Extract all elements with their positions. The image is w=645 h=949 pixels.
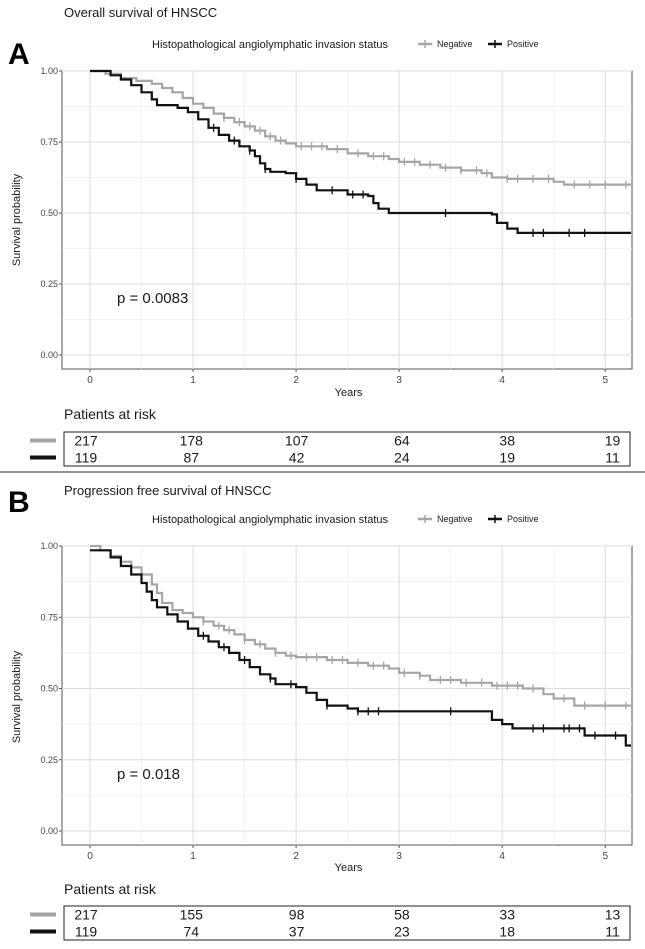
y-tick-label: 0.50	[40, 684, 58, 694]
x-tick-label: 3	[396, 851, 402, 862]
legend: Histopathological angiolymphatic invasio…	[152, 39, 539, 51]
risk-table-title: Patients at risk	[64, 881, 157, 897]
x-tick-label: 4	[499, 375, 505, 386]
risk-table: Patients at risk 217 155 98 58 33 13 119 74 37 23 1…	[30, 881, 631, 941]
legend-label-positive: Positive	[507, 39, 539, 49]
x-tick-label: 0	[87, 375, 93, 386]
x-tick-label: 1	[190, 851, 196, 862]
risk-value: 42	[289, 450, 305, 466]
legend-title: Histopathological angiolymphatic invasio…	[152, 39, 389, 51]
risk-value: 119	[75, 924, 98, 940]
risk-value: 58	[394, 907, 410, 923]
panel-b: Progression free survival of HNSCC B Histo…	[8, 483, 633, 941]
x-tick-label: 3	[396, 375, 402, 386]
series-positive	[90, 549, 631, 747]
risk-value: 11	[605, 450, 620, 466]
risk-value: 19	[605, 433, 621, 449]
risk-value: 24	[394, 450, 410, 466]
legend: Histopathological angiolymphatic invasio…	[152, 514, 539, 526]
y-tick-label: 0.25	[40, 279, 58, 289]
gridlines	[62, 545, 632, 845]
y-tick-label: 0.75	[40, 612, 58, 622]
survival-curve-positive	[90, 69, 631, 234]
chart-title: Progression free survival of HNSCC	[64, 483, 271, 498]
y-tick-label: 0.00	[40, 826, 58, 836]
x-tick-label: 1	[190, 375, 196, 386]
risk-value: 217	[74, 907, 98, 923]
p-value: p = 0.018	[117, 766, 180, 783]
y-tick-label: 0.50	[40, 208, 58, 218]
risk-value: 155	[180, 907, 204, 923]
risk-table-box	[63, 905, 631, 941]
risk-table-title: Patients at risk	[64, 406, 157, 422]
x-tick-label: 5	[602, 375, 608, 386]
chart-title: Overall survival of HNSCC	[64, 5, 217, 20]
y-tick-label: 1.00	[40, 66, 58, 76]
risk-value: 18	[499, 924, 515, 940]
p-value: p = 0.0083	[117, 290, 188, 307]
y-tick-label: 1.00	[40, 541, 58, 551]
series-negative	[90, 544, 631, 710]
x-tick-label: 2	[293, 375, 299, 386]
x-tick-label: 0	[87, 851, 93, 862]
legend-label-positive: Positive	[507, 514, 539, 524]
y-axis-label: Survival probability	[11, 173, 23, 266]
risk-value: 178	[180, 433, 204, 449]
legend-label-negative: Negative	[437, 514, 473, 524]
x-tick-label: 2	[293, 851, 299, 862]
legend-title: Histopathological angiolymphatic invasio…	[152, 514, 389, 526]
panel-letter: B	[8, 486, 30, 519]
risk-value: 87	[184, 450, 200, 466]
y-tick-label: 0.75	[40, 137, 58, 147]
x-axis-label: Years	[335, 862, 363, 874]
risk-value: 13	[605, 907, 621, 923]
plot-area	[61, 70, 633, 370]
x-axis-label: Years	[335, 387, 363, 399]
risk-value: 23	[394, 924, 410, 940]
risk-value: 217	[74, 433, 98, 449]
panel-a: Overall survival of HNSCC A Histopathologi…	[8, 5, 633, 467]
risk-value: 74	[184, 924, 200, 940]
survival-curve-negative	[90, 69, 631, 186]
y-tick-label: 0.25	[40, 755, 58, 765]
x-tick-label: 5	[602, 851, 608, 862]
risk-value: 11	[605, 924, 620, 940]
x-tick-label: 4	[499, 851, 505, 862]
risk-table-box	[63, 431, 631, 467]
y-tick-label: 0.00	[40, 350, 58, 360]
risk-value: 38	[499, 433, 515, 449]
gridlines	[62, 70, 632, 369]
panel-letter: A	[8, 38, 30, 71]
series-positive	[90, 69, 631, 237]
risk-value: 19	[499, 450, 515, 466]
y-axis-label: Survival probability	[11, 650, 23, 743]
risk-value: 37	[289, 924, 305, 940]
risk-value: 98	[289, 907, 305, 923]
risk-value: 107	[285, 433, 309, 449]
risk-value: 64	[394, 433, 410, 449]
legend-label-negative: Negative	[437, 39, 473, 49]
risk-value: 119	[75, 450, 98, 466]
series-negative	[90, 69, 631, 189]
risk-value: 33	[499, 907, 515, 923]
